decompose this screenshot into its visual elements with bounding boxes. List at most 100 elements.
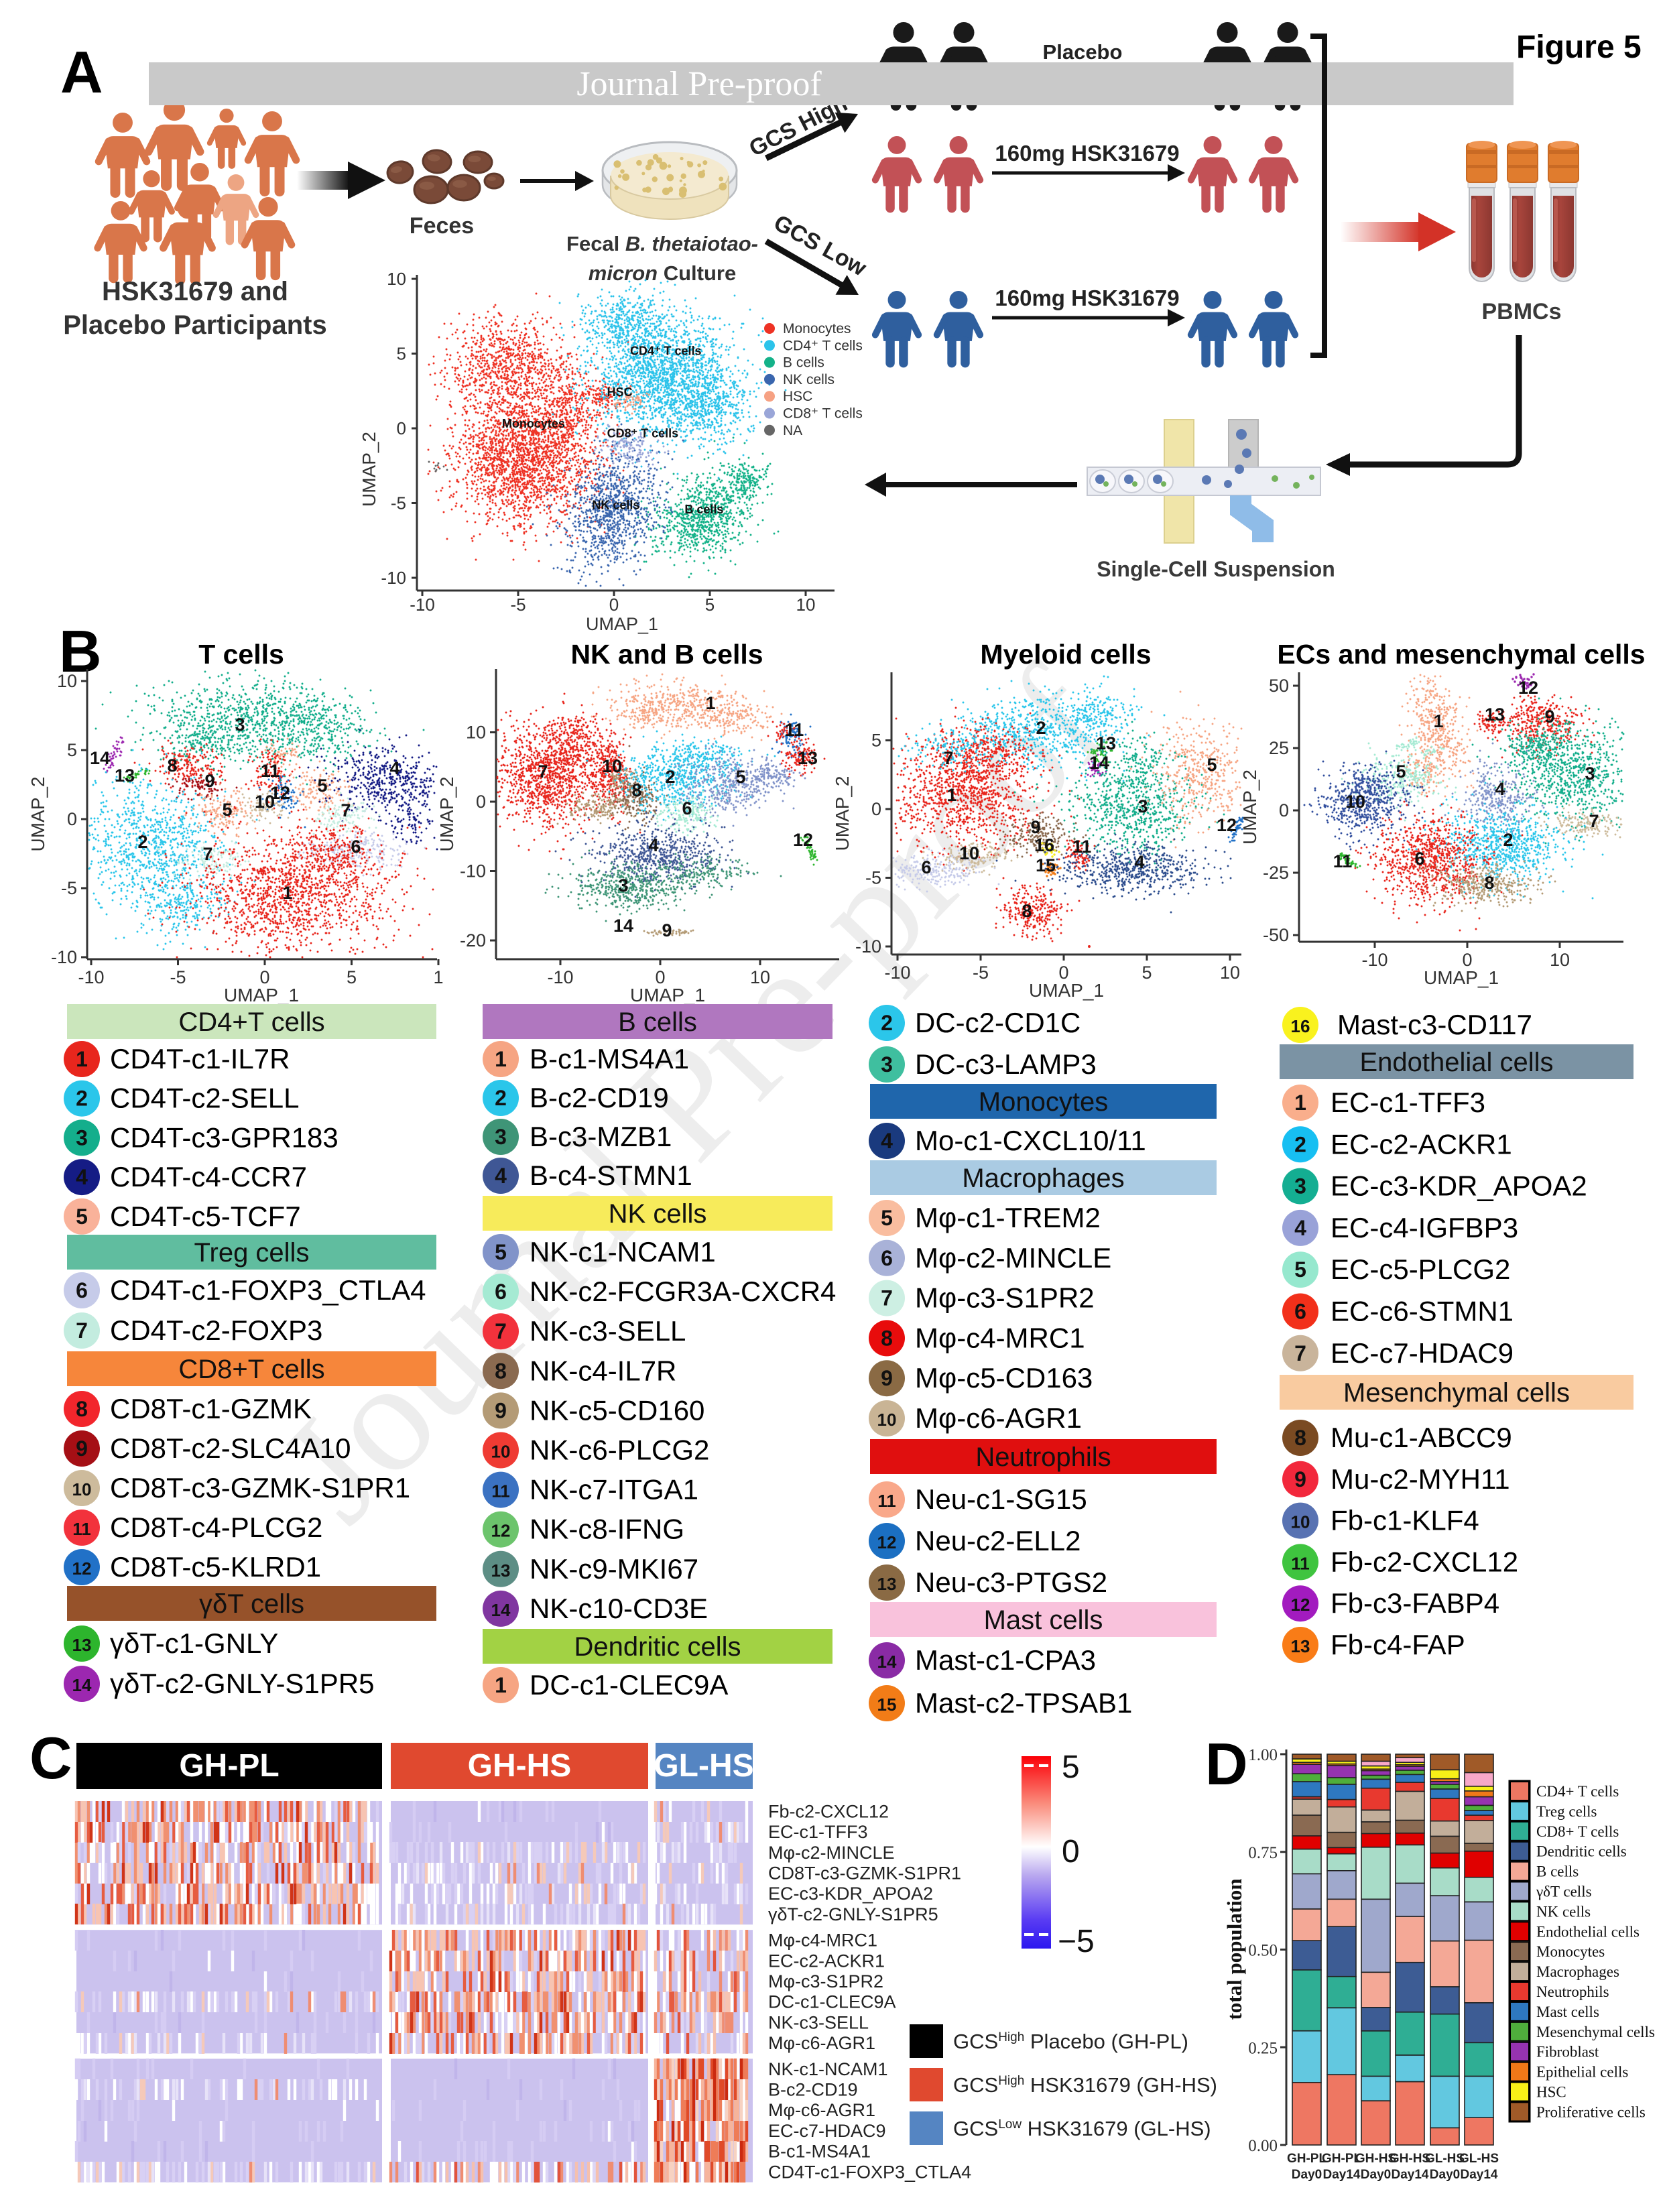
svg-text:9: 9 (881, 1366, 893, 1390)
svg-text:HSC: HSC (1536, 2084, 1566, 2101)
svg-text:B-c1-MS4A1: B-c1-MS4A1 (530, 1043, 689, 1074)
svg-text:Day0: Day0 (1361, 2168, 1391, 2182)
svg-text:B cells: B cells (618, 1007, 697, 1037)
svg-text:GH-PL: GH-PL (1322, 2152, 1362, 2166)
svg-text:Mast-c1-CPA3: Mast-c1-CPA3 (915, 1644, 1096, 1676)
svg-text:Monocytes: Monocytes (979, 1087, 1108, 1117)
svg-text:NK-c3-SELL: NK-c3-SELL (768, 2012, 869, 2032)
svg-text:16: 16 (1034, 835, 1054, 855)
svg-text:10: 10 (959, 843, 979, 863)
svg-text:-10: -10 (51, 947, 77, 967)
svg-text:UMAP_1: UMAP_1 (586, 614, 658, 634)
svg-text:NK cells: NK cells (1536, 1903, 1591, 1920)
svg-text:1: 1 (946, 785, 957, 805)
svg-text:7: 7 (341, 800, 351, 820)
svg-text:CD8+T cells: CD8+T cells (178, 1355, 324, 1384)
svg-text:Mφ-c3-S1PR2: Mφ-c3-S1PR2 (915, 1282, 1095, 1314)
svg-text:1: 1 (495, 1047, 507, 1071)
svg-text:Fibroblast: Fibroblast (1536, 2044, 1599, 2061)
svg-text:C: C (29, 1725, 72, 1791)
svg-text:5: 5 (495, 1240, 507, 1264)
svg-text:7: 7 (495, 1319, 507, 1343)
svg-text:UMAP_1: UMAP_1 (630, 985, 705, 1005)
svg-text:2: 2 (137, 832, 147, 852)
svg-text:9: 9 (1544, 706, 1554, 727)
svg-text:-10: -10 (884, 963, 910, 983)
svg-text:15: 15 (1036, 855, 1056, 875)
svg-text:Figure 5: Figure 5 (1516, 29, 1642, 65)
svg-text:HSC: HSC (607, 385, 633, 399)
svg-text:Day14: Day14 (1392, 2168, 1429, 2182)
svg-text:EC-c2-ACKR1: EC-c2-ACKR1 (1331, 1128, 1512, 1160)
svg-text:Mφ-c6-AGR1: Mφ-c6-AGR1 (768, 2033, 875, 2053)
svg-text:-5: -5 (391, 493, 406, 513)
svg-text:Day14: Day14 (1323, 2168, 1361, 2182)
svg-text:14: 14 (1089, 753, 1109, 773)
svg-text:0: 0 (655, 967, 665, 987)
svg-text:D: D (1205, 1731, 1248, 1797)
svg-text:Mφ-c6-AGR1: Mφ-c6-AGR1 (768, 2100, 875, 2120)
svg-text:NK-c10-CD3E: NK-c10-CD3E (530, 1593, 708, 1624)
svg-text:6: 6 (351, 837, 361, 857)
svg-text:0: 0 (609, 595, 619, 615)
svg-text:Monocytes: Monocytes (783, 321, 851, 336)
svg-text:0: 0 (259, 967, 269, 987)
svg-text:4: 4 (1294, 1216, 1306, 1240)
svg-text:2: 2 (1036, 718, 1046, 738)
svg-text:160mg HSK31679: 160mg HSK31679 (995, 286, 1179, 310)
svg-text:3: 3 (881, 1052, 893, 1077)
svg-text:γδT-c2-GNLY-S1PR5: γδT-c2-GNLY-S1PR5 (768, 1904, 938, 1924)
svg-text:5: 5 (67, 740, 77, 760)
svg-text:Mast cells: Mast cells (984, 1605, 1103, 1635)
svg-text:UMAP_1: UMAP_1 (1424, 967, 1499, 988)
svg-text:Mast-c2-TPSAB1: Mast-c2-TPSAB1 (915, 1687, 1132, 1719)
svg-text:-10: -10 (381, 568, 406, 588)
svg-text:13: 13 (877, 1574, 897, 1594)
svg-text:1: 1 (76, 1047, 88, 1071)
svg-text:Mφ-c5-CD163: Mφ-c5-CD163 (915, 1362, 1093, 1394)
svg-text:7: 7 (202, 844, 212, 864)
svg-text:CD4T-c2-FOXP3: CD4T-c2-FOXP3 (110, 1314, 322, 1346)
svg-text:GCSLow HSK31679 (GL-HS): GCSLow HSK31679 (GL-HS) (953, 2117, 1211, 2140)
svg-text:Treg cells: Treg cells (1536, 1803, 1597, 1820)
svg-text:NK-c7-ITGA1: NK-c7-ITGA1 (530, 1474, 698, 1506)
svg-text:-50: -50 (1263, 925, 1289, 945)
svg-text:0.50: 0.50 (1248, 1942, 1278, 1960)
svg-text:10: 10 (1550, 950, 1570, 970)
svg-text:11: 11 (1333, 851, 1353, 871)
svg-text:1: 1 (282, 883, 292, 903)
svg-text:8: 8 (881, 1326, 893, 1350)
svg-text:7: 7 (1294, 1341, 1306, 1365)
svg-text:GCSHigh HSK31679 (GH-HS): GCSHigh HSK31679 (GH-HS) (953, 2073, 1217, 2097)
svg-text:Mu-c1-ABCC9: Mu-c1-ABCC9 (1331, 1422, 1512, 1453)
svg-text:B-c2-CD19: B-c2-CD19 (768, 2079, 858, 2099)
svg-text:Epithelial cells: Epithelial cells (1536, 2064, 1628, 2081)
svg-text:NK cells: NK cells (783, 372, 835, 387)
svg-text:8: 8 (76, 1397, 88, 1421)
svg-text:Myeloid cells: Myeloid cells (980, 639, 1151, 670)
svg-text:3: 3 (235, 715, 245, 735)
svg-text:7: 7 (1589, 811, 1599, 831)
svg-text:CD4T-c3-GPR183: CD4T-c3-GPR183 (110, 1121, 338, 1153)
svg-text:EC-c4-IGFBP3: EC-c4-IGFBP3 (1331, 1212, 1518, 1243)
svg-text:EC-c7-HDAC9: EC-c7-HDAC9 (768, 2121, 886, 2141)
svg-text:Fb-c2-CXCL12: Fb-c2-CXCL12 (768, 1801, 889, 1821)
svg-text:CD4+ T cells: CD4+ T cells (1536, 1783, 1619, 1800)
svg-text:A: A (60, 39, 103, 105)
svg-text:Neu-c3-PTGS2: Neu-c3-PTGS2 (915, 1566, 1107, 1598)
svg-text:DC-c1-CLEC9A: DC-c1-CLEC9A (530, 1669, 728, 1701)
svg-text:2: 2 (665, 767, 675, 787)
svg-text:0.00: 0.00 (1248, 2137, 1278, 2155)
svg-text:8: 8 (167, 755, 177, 776)
svg-text:γδT cells: γδT cells (1536, 1884, 1592, 1900)
svg-text:Single-Cell Suspension: Single-Cell Suspension (1097, 557, 1335, 581)
svg-text:NK and B cells: NK and B cells (570, 639, 763, 670)
svg-text:-5: -5 (61, 878, 77, 898)
svg-text:8: 8 (1022, 901, 1032, 921)
svg-text:9: 9 (76, 1436, 88, 1461)
svg-text:5: 5 (735, 767, 745, 787)
svg-text:CD8T-c3-GZMK-S1PR1: CD8T-c3-GZMK-S1PR1 (768, 1863, 961, 1883)
svg-text:NK-c8-IFNG: NK-c8-IFNG (530, 1514, 684, 1545)
svg-text:EC-c2-ACKR1: EC-c2-ACKR1 (768, 1951, 885, 1971)
svg-text:16: 16 (1291, 1016, 1310, 1036)
